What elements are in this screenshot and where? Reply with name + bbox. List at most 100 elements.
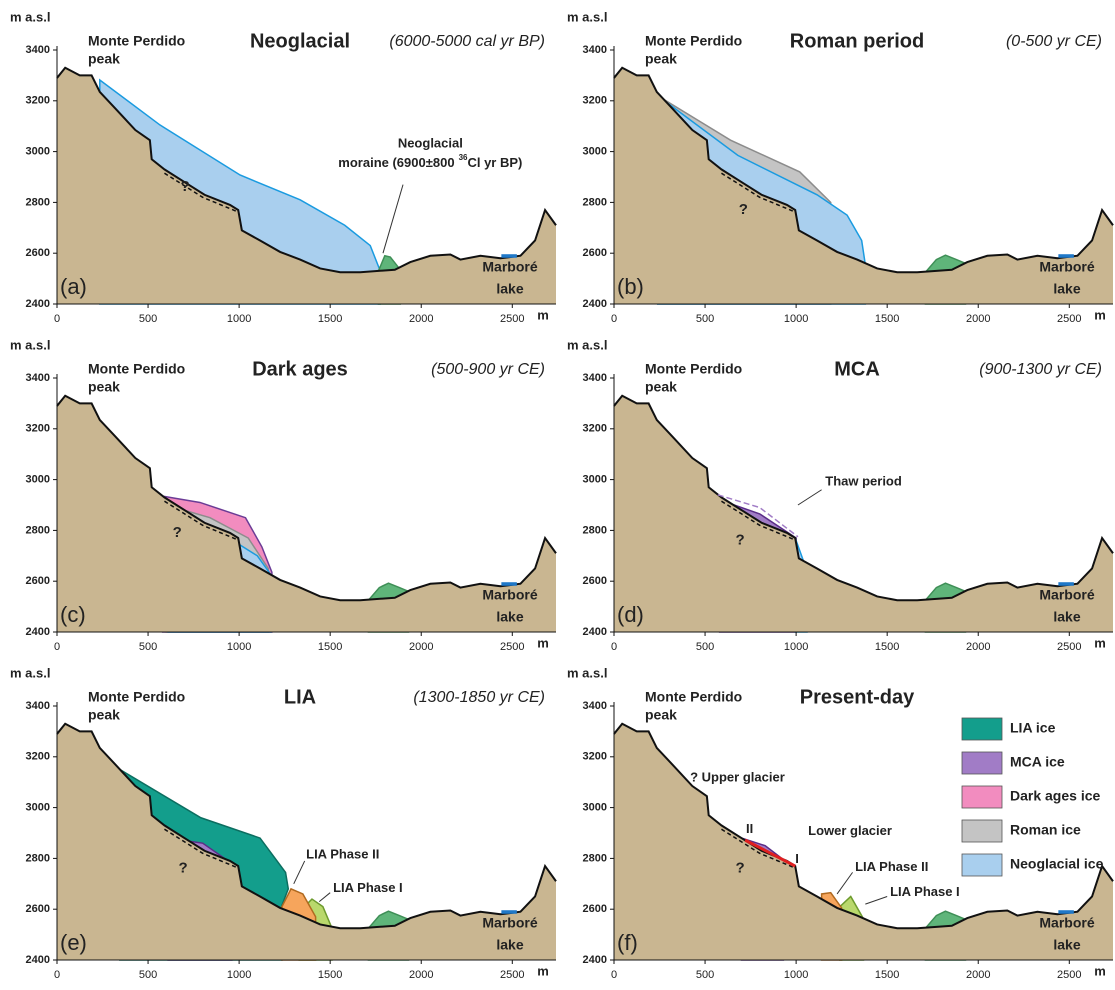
lake-label: lake <box>496 281 523 297</box>
leader-line <box>319 893 330 902</box>
legend-label: LIA ice <box>1010 720 1056 736</box>
legend-swatch <box>962 786 1002 808</box>
x-axis-label: m <box>537 963 549 978</box>
panel-label: (e) <box>60 930 87 955</box>
y-tick-label: 3200 <box>26 751 50 763</box>
x-tick-label: 2500 <box>1057 641 1081 653</box>
y-tick-label: 3000 <box>26 802 50 814</box>
terrain-area <box>614 396 1113 632</box>
y-tick-label: 3200 <box>26 95 50 107</box>
x-tick-label: 1500 <box>318 313 342 325</box>
x-tick-label: 2500 <box>500 969 524 981</box>
panel-title: Dark ages <box>252 358 348 380</box>
peak-label: peak <box>88 51 120 67</box>
y-tick-label: 2400 <box>26 954 50 966</box>
x-tick-label: 1000 <box>227 969 251 981</box>
x-tick-label: 1000 <box>784 313 808 325</box>
x-tick-label: 0 <box>611 641 617 653</box>
lake <box>501 254 516 258</box>
peak-label: Monte Perdido <box>88 361 185 377</box>
y-tick-label: 2400 <box>583 954 607 966</box>
x-axis-label: m <box>537 635 549 650</box>
x-tick-label: 1000 <box>784 969 808 981</box>
y-tick-label: 2400 <box>583 298 607 310</box>
x-tick-label: 0 <box>611 313 617 325</box>
panel: 2400260028003000320034000500100015002000… <box>10 9 556 324</box>
panel-period: (500-900 yr CE) <box>431 361 545 378</box>
leader-line <box>837 872 852 894</box>
peak-label: Monte Perdido <box>88 33 185 49</box>
x-tick-label: 500 <box>696 969 714 981</box>
lake <box>501 582 516 586</box>
y-tick-label: 2800 <box>26 196 50 208</box>
y-tick-label: 2600 <box>26 903 50 915</box>
y-axis-label: m a.s.l <box>567 9 607 24</box>
annotation: ? <box>180 178 189 195</box>
y-axis-label: m a.s.l <box>10 9 50 24</box>
x-tick-label: 500 <box>696 313 714 325</box>
panel-label: (c) <box>60 602 86 627</box>
legend-label: Neoglacial ice <box>1010 856 1104 872</box>
y-tick-label: 3200 <box>583 751 607 763</box>
x-tick-label: 2500 <box>1057 969 1081 981</box>
peak-label: peak <box>645 51 677 67</box>
x-tick-label: 0 <box>611 969 617 981</box>
annotation: ? <box>735 860 744 877</box>
x-axis-label: m <box>1094 635 1106 650</box>
y-tick-label: 3000 <box>583 802 607 814</box>
panel-title: Present-day <box>800 686 915 708</box>
leader-line <box>798 490 822 505</box>
panel-period: (6000-5000 cal yr BP) <box>389 33 545 50</box>
x-tick-label: 2000 <box>409 641 433 653</box>
lake-label: lake <box>1053 937 1080 953</box>
peak-label: peak <box>645 379 677 395</box>
x-tick-label: 2500 <box>500 313 524 325</box>
legend-label: Dark ages ice <box>1010 788 1100 804</box>
annotation: ? Upper glacier <box>690 769 785 784</box>
y-tick-label: 3200 <box>583 423 607 435</box>
y-tick-label: 3000 <box>583 474 607 486</box>
leader-line <box>383 185 403 254</box>
legend-swatch <box>962 718 1002 740</box>
legend-swatch <box>962 854 1002 876</box>
panel-title: MCA <box>834 358 880 380</box>
legend-swatch <box>962 752 1002 774</box>
lake <box>1058 254 1073 258</box>
x-tick-label: 2500 <box>500 641 524 653</box>
lake-label: Marboré <box>482 915 537 931</box>
y-tick-label: 2800 <box>26 852 50 864</box>
y-tick-label: 2400 <box>26 626 50 638</box>
annotation: LIA Phase II <box>306 847 379 862</box>
peak-label: Monte Perdido <box>645 33 742 49</box>
x-tick-label: 2000 <box>409 313 433 325</box>
x-tick-label: 1500 <box>318 969 342 981</box>
legend-swatch <box>962 820 1002 842</box>
peak-label: peak <box>88 707 120 723</box>
peak-label: Monte Perdido <box>88 689 185 705</box>
y-tick-label: 3000 <box>583 146 607 158</box>
x-tick-label: 0 <box>54 969 60 981</box>
panel-period: (1300-1850 yr CE) <box>413 689 545 706</box>
y-tick-label: 3400 <box>583 44 607 56</box>
y-tick-label: 2800 <box>583 524 607 536</box>
annotation: I <box>795 851 799 866</box>
y-tick-label: 2600 <box>583 247 607 259</box>
annotation: LIA Phase I <box>890 884 960 899</box>
leader-line <box>865 897 887 905</box>
panel-title: LIA <box>284 686 316 708</box>
y-tick-label: 3000 <box>26 474 50 486</box>
annotation: ? <box>735 532 744 549</box>
annotation-part: Cl yr BP) <box>467 155 522 170</box>
y-tick-label: 2400 <box>26 298 50 310</box>
y-tick-label: 3400 <box>583 372 607 384</box>
x-tick-label: 2000 <box>966 641 990 653</box>
y-axis-label: m a.s.l <box>567 337 607 352</box>
panel-title: Neoglacial <box>250 30 350 52</box>
x-tick-label: 500 <box>139 313 157 325</box>
y-axis-label: m a.s.l <box>10 337 50 352</box>
lake <box>501 910 516 914</box>
